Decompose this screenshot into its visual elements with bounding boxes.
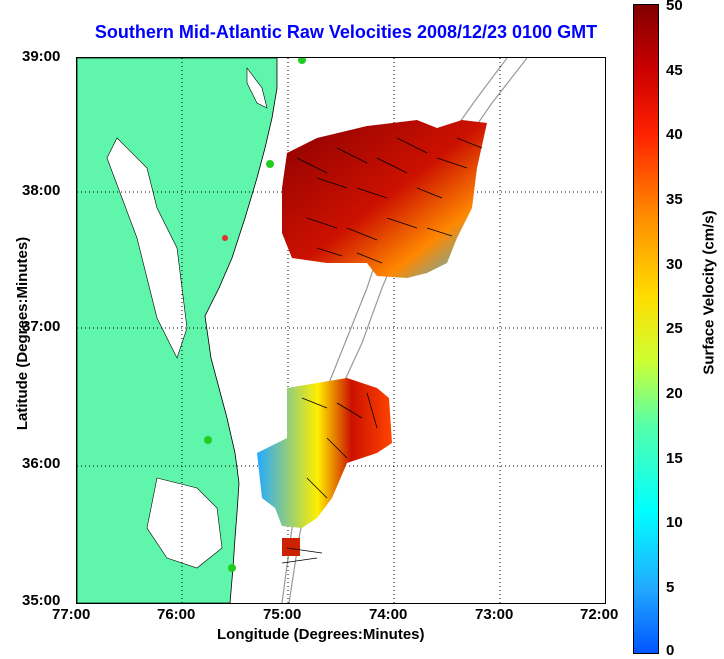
velocity-field-north (282, 120, 487, 278)
chesapeake-bay (106, 137, 188, 359)
lon-tick: 76:00 (157, 606, 196, 623)
station-marker (298, 58, 306, 64)
lon-tick: 73:00 (475, 606, 514, 623)
colorbar-tick: 45 (666, 62, 683, 79)
colorbar-label: Surface Velocity (cm/s) (700, 210, 718, 375)
velocity-field-south (257, 378, 392, 528)
station-marker (204, 436, 212, 444)
colorbar-tick: 20 (666, 385, 683, 402)
station-marker-inactive (222, 235, 228, 241)
delaware-bay (246, 67, 268, 109)
colorbar-tick: 50 (666, 0, 683, 14)
lat-tick: 38:00 (22, 182, 61, 199)
colorbar-tick: 25 (666, 320, 683, 337)
colorbar-tick: 5 (666, 579, 675, 596)
colorbar-tick: 10 (666, 514, 683, 531)
colorbar (633, 4, 659, 654)
map-title: Southern Mid-Atlantic Raw Velocities 200… (94, 22, 598, 42)
lat-tick: 36:00 (22, 455, 61, 472)
pamlico-sound (146, 477, 223, 569)
map-svg (77, 58, 605, 603)
lat-tick: 35:00 (22, 592, 61, 609)
lon-tick: 77:00 (52, 606, 91, 623)
lon-tick: 75:00 (263, 606, 302, 623)
station-marker (266, 160, 274, 168)
colorbar-tick: 0 (666, 642, 675, 659)
colorbar-tick: 35 (666, 191, 683, 208)
y-axis-label: Latitude (Degrees:Minutes) (14, 236, 32, 431)
map-plot-area[interactable] (76, 57, 606, 604)
lon-tick: 72:00 (580, 606, 619, 623)
colorbar-tick: 40 (666, 126, 683, 143)
velocity-field-patch (282, 538, 300, 556)
colorbar-tick: 30 (666, 256, 683, 273)
lon-tick: 74:00 (369, 606, 408, 623)
lat-tick: 37:00 (22, 318, 61, 335)
colorbar-tick: 15 (666, 450, 683, 467)
lat-tick: 39:00 (22, 48, 61, 65)
velocity-vectors (281, 137, 483, 564)
station-marker (228, 564, 236, 572)
x-axis-label: Longitude (Degrees:Minutes) (217, 626, 425, 643)
